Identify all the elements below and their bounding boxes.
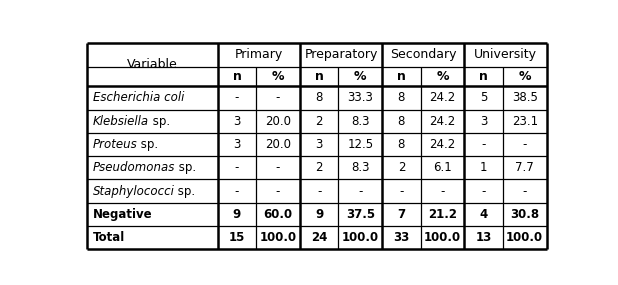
Text: 7: 7	[397, 208, 405, 221]
Text: 6.1: 6.1	[433, 161, 452, 174]
Text: -: -	[235, 91, 239, 104]
Text: -: -	[317, 185, 321, 198]
Text: 100.0: 100.0	[260, 231, 297, 244]
Text: sp.: sp.	[149, 115, 170, 128]
Text: 21.2: 21.2	[428, 208, 457, 221]
Text: 8: 8	[398, 138, 405, 151]
Text: -: -	[481, 138, 486, 151]
Text: 2: 2	[397, 161, 405, 174]
Text: -: -	[522, 138, 527, 151]
Text: 8.3: 8.3	[351, 115, 370, 128]
Text: 15: 15	[229, 231, 245, 244]
Text: 100.0: 100.0	[424, 231, 461, 244]
Text: 33: 33	[393, 231, 410, 244]
Text: 30.8: 30.8	[510, 208, 540, 221]
Text: 12.5: 12.5	[347, 138, 373, 151]
Text: -: -	[399, 185, 404, 198]
Text: 7.7: 7.7	[515, 161, 534, 174]
Text: 23.1: 23.1	[512, 115, 538, 128]
Text: 60.0: 60.0	[263, 208, 292, 221]
Text: -: -	[235, 161, 239, 174]
Text: -: -	[235, 185, 239, 198]
Text: 24.2: 24.2	[430, 138, 455, 151]
Text: 24.2: 24.2	[430, 115, 455, 128]
Text: 24.2: 24.2	[430, 91, 455, 104]
Text: -: -	[276, 91, 280, 104]
Text: 20.0: 20.0	[265, 115, 291, 128]
Text: 20.0: 20.0	[265, 138, 291, 151]
Text: %: %	[272, 70, 284, 83]
Text: Pseudomonas: Pseudomonas	[93, 161, 175, 174]
Text: Secondary: Secondary	[390, 48, 457, 61]
Text: n: n	[315, 70, 324, 83]
Text: 2: 2	[315, 115, 323, 128]
Text: Klebsiella: Klebsiella	[93, 115, 149, 128]
Text: 2: 2	[315, 161, 323, 174]
Text: 8: 8	[315, 91, 323, 104]
Text: -: -	[358, 185, 362, 198]
Text: 24: 24	[311, 231, 328, 244]
Text: n: n	[397, 70, 406, 83]
Text: 38.5: 38.5	[512, 91, 538, 104]
Text: %: %	[519, 70, 531, 83]
Text: Preparatory: Preparatory	[305, 48, 378, 61]
Text: Escherichia coli: Escherichia coli	[93, 91, 184, 104]
Text: sp.: sp.	[175, 161, 196, 174]
Text: 3: 3	[480, 115, 487, 128]
Text: University: University	[474, 48, 537, 61]
Text: %: %	[436, 70, 449, 83]
Text: 100.0: 100.0	[506, 231, 543, 244]
Text: Total: Total	[93, 231, 125, 244]
Text: 8: 8	[398, 91, 405, 104]
Text: -: -	[440, 185, 445, 198]
Text: -: -	[522, 185, 527, 198]
Text: n: n	[232, 70, 242, 83]
Text: -: -	[276, 161, 280, 174]
Text: 8.3: 8.3	[351, 161, 370, 174]
Text: -: -	[276, 185, 280, 198]
Text: 5: 5	[480, 91, 487, 104]
Text: 3: 3	[315, 138, 323, 151]
Text: 100.0: 100.0	[342, 231, 379, 244]
Text: Staphylococci: Staphylococci	[93, 185, 174, 198]
Text: Variable: Variable	[127, 58, 177, 71]
Text: %: %	[354, 70, 366, 83]
Text: 33.3: 33.3	[347, 91, 373, 104]
Text: Primary: Primary	[235, 48, 283, 61]
Text: Proteus: Proteus	[93, 138, 137, 151]
Text: -: -	[481, 185, 486, 198]
Text: 8: 8	[398, 115, 405, 128]
Text: 37.5: 37.5	[345, 208, 375, 221]
Text: 3: 3	[233, 115, 240, 128]
Text: 4: 4	[480, 208, 488, 221]
Text: Negative: Negative	[93, 208, 152, 221]
Text: 1: 1	[480, 161, 488, 174]
Text: sp.: sp.	[137, 138, 158, 151]
Text: 13: 13	[475, 231, 492, 244]
Text: sp.: sp.	[174, 185, 195, 198]
Text: 9: 9	[315, 208, 323, 221]
Text: 9: 9	[233, 208, 241, 221]
Text: 3: 3	[233, 138, 240, 151]
Text: n: n	[479, 70, 488, 83]
